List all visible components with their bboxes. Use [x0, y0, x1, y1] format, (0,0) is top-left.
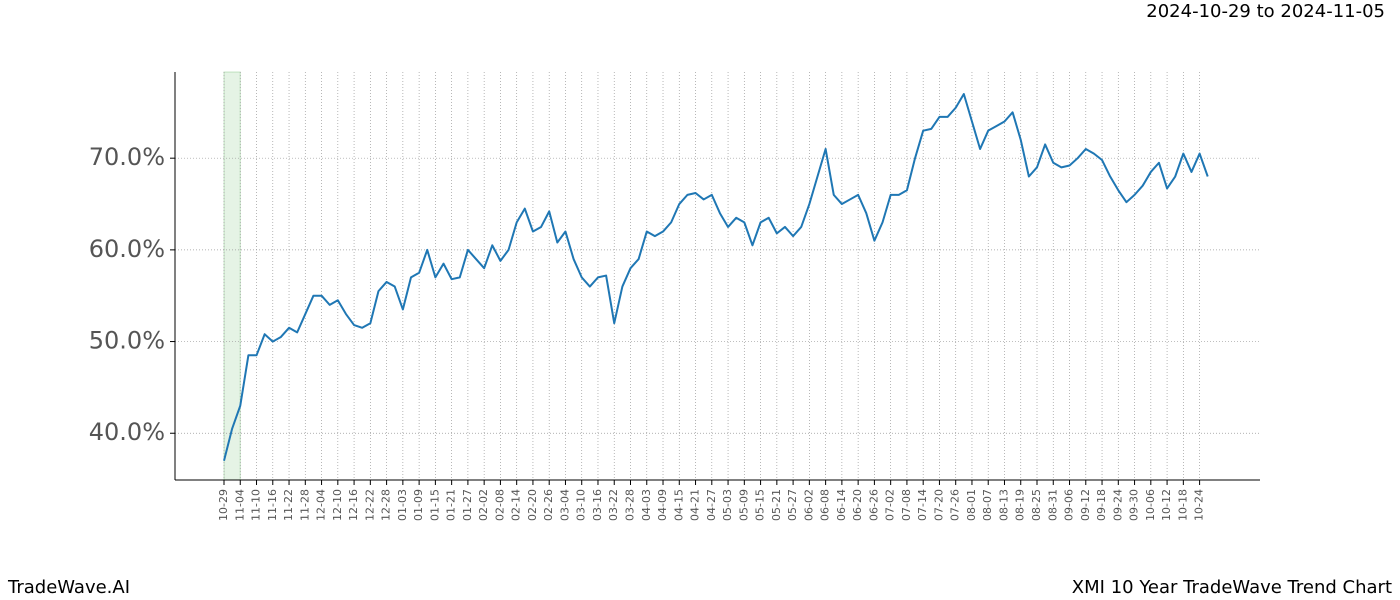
x-tick-label: 06-20: [851, 489, 864, 521]
x-tick-label: 08-19: [1014, 489, 1027, 521]
x-tick-label: 02-02: [477, 489, 490, 521]
y-tick-label: 70.0%: [89, 143, 165, 171]
x-tick-label: 07-08: [900, 489, 913, 521]
x-tick-label: 04-21: [689, 489, 702, 521]
x-tick-label: 03-04: [558, 489, 571, 521]
x-tick-label: 01-27: [461, 489, 474, 521]
highlight-band: [223, 71, 241, 481]
x-tick-label: 10-18: [1176, 489, 1189, 521]
x-tick-label: 09-18: [1095, 489, 1108, 521]
x-tick-label: 08-01: [965, 489, 978, 521]
x-tick-label: 03-22: [607, 489, 620, 521]
x-tick-label: 08-13: [997, 489, 1010, 521]
chart-title: XMI 10 Year TradeWave Trend Chart: [1072, 577, 1392, 598]
date-range: 2024-10-29 to 2024-11-05: [1146, 1, 1385, 22]
y-tick-label: 60.0%: [89, 235, 165, 263]
x-tick-label: 09-12: [1079, 489, 1092, 521]
x-tick-label: 05-15: [754, 489, 767, 521]
x-tick-label: 05-27: [786, 489, 799, 521]
x-tick-label: 12-22: [363, 489, 376, 521]
x-tick-label: 08-25: [1030, 489, 1043, 521]
x-tick-label: 09-06: [1063, 489, 1076, 521]
x-tick-label: 07-26: [949, 489, 962, 521]
x-tick-label: 04-03: [640, 489, 653, 521]
x-tick-label: 12-28: [380, 489, 393, 521]
x-tick-label: 01-21: [445, 489, 458, 521]
x-tick-label: 05-21: [770, 489, 783, 521]
x-tick-label: 10-29: [217, 489, 230, 521]
x-tick-label: 11-16: [266, 489, 279, 521]
x-tick-label: 03-28: [624, 489, 637, 521]
x-tick-label: 06-08: [819, 489, 832, 521]
x-tick-label: 08-07: [981, 489, 994, 521]
x-tick-label: 06-02: [802, 489, 815, 521]
x-tick-label: 06-14: [835, 489, 848, 521]
x-tick-label: 07-14: [916, 489, 929, 521]
x-tick-label: 02-14: [510, 489, 523, 521]
x-tick-label: 10-12: [1160, 489, 1173, 521]
x-tick-label: 11-04: [233, 489, 246, 521]
x-tick-label: 03-10: [575, 489, 588, 521]
brand: TradeWave.AI: [7, 577, 130, 598]
y-tick-label: 50.0%: [89, 327, 165, 355]
x-tick-label: 04-27: [705, 489, 718, 521]
x-tick-label: 12-16: [347, 489, 360, 521]
x-tick-label: 12-04: [315, 489, 328, 521]
x-tick-label: 11-22: [282, 489, 295, 521]
x-tick-label: 04-15: [672, 489, 685, 521]
y-tick-label: 40.0%: [89, 418, 165, 446]
x-tick-label: 09-24: [1111, 489, 1124, 521]
x-tick-label: 01-09: [412, 489, 425, 521]
x-tick-label: 02-26: [542, 489, 555, 521]
x-tick-label: 06-26: [867, 489, 880, 521]
x-tick-label: 01-15: [428, 489, 441, 521]
x-tick-label: 07-02: [884, 489, 897, 521]
x-tick-label: 09-30: [1128, 489, 1141, 521]
x-tick-label: 07-20: [932, 489, 945, 521]
x-tick-label: 04-09: [656, 489, 669, 521]
x-tick-label: 10-24: [1193, 489, 1206, 521]
x-tick-label: 10-06: [1144, 489, 1157, 521]
x-tick-label: 05-09: [737, 489, 750, 521]
x-tick-label: 12-10: [331, 489, 344, 521]
x-tick-label: 05-03: [721, 489, 734, 521]
x-tick-label: 08-31: [1046, 489, 1059, 521]
x-tick-label: 03-16: [591, 489, 604, 521]
x-tick-label: 02-08: [493, 489, 506, 521]
x-tick-label: 11-10: [250, 489, 263, 521]
trend-line: [223, 93, 1209, 461]
x-tick-label: 01-03: [396, 489, 409, 521]
x-tick-label: 11-28: [298, 489, 311, 521]
x-tick-label: 02-20: [526, 489, 539, 521]
